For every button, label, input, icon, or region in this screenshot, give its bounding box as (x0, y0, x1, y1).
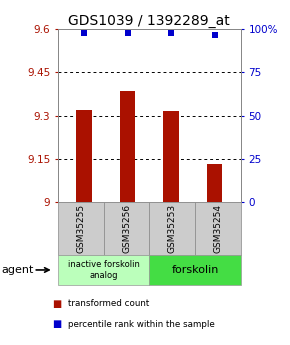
Point (169, 30, 173, 36)
Point (82, 30, 86, 36)
Text: forskolin: forskolin (171, 265, 219, 275)
Text: inactive forskolin
analog: inactive forskolin analog (68, 260, 139, 280)
Text: GSM35253: GSM35253 (168, 204, 177, 253)
Bar (164, 111, 179, 202)
Text: agent: agent (1, 265, 34, 275)
Point (212, 32, 217, 37)
Bar (77, 110, 92, 202)
Text: GSM35254: GSM35254 (213, 204, 222, 253)
Text: ■: ■ (52, 319, 61, 329)
Point (125, 30, 130, 36)
Text: GSM35256: GSM35256 (122, 204, 131, 253)
Text: percentile rank within the sample: percentile rank within the sample (68, 320, 215, 329)
Bar (207, 165, 222, 202)
Title: GDS1039 / 1392289_at: GDS1039 / 1392289_at (68, 14, 230, 28)
Text: ■: ■ (52, 299, 61, 308)
Text: GSM35255: GSM35255 (76, 204, 85, 253)
Bar (120, 91, 135, 202)
Text: transformed count: transformed count (68, 299, 149, 308)
